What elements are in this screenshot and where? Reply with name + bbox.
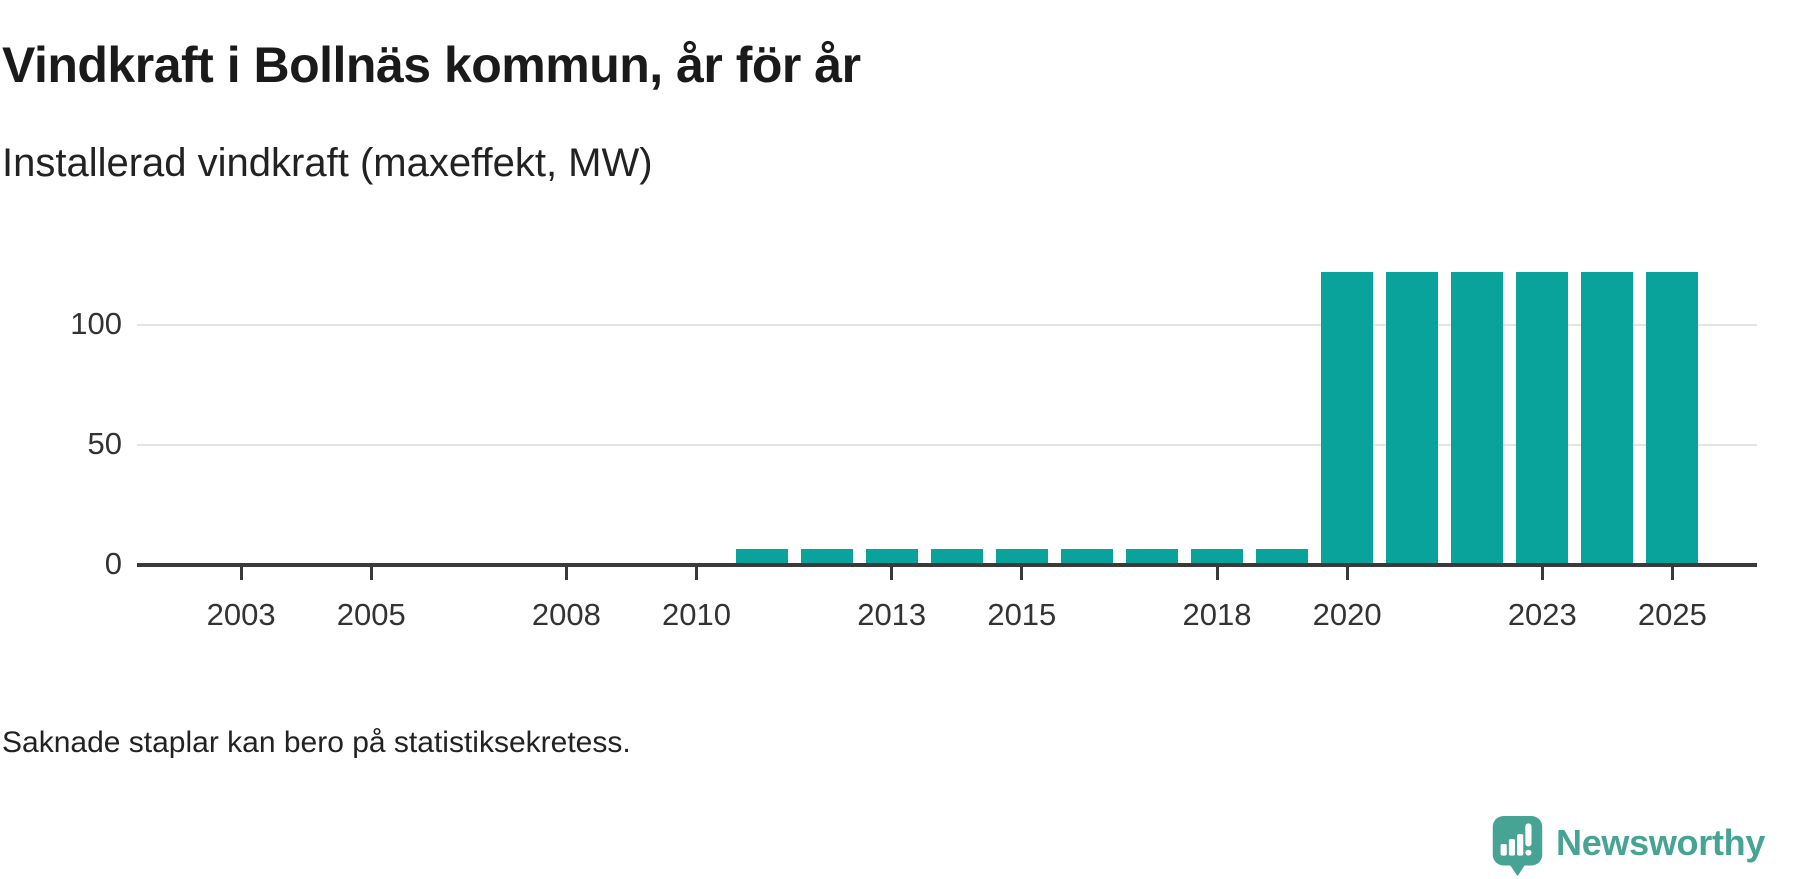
- x-axis-tick-2008: [564, 567, 568, 580]
- bar-2012: [800, 549, 853, 565]
- newsworthy-logo: Newsworthy: [1492, 816, 1765, 877]
- bar-2017: [1125, 549, 1178, 565]
- x-axis-tick-2025: [1670, 567, 1674, 580]
- bar-2021: [1386, 272, 1439, 565]
- newsworthy-speech-bubble-bar-chart-icon: [1492, 816, 1543, 877]
- x-axis-tick-2010: [695, 567, 699, 580]
- x-axis-tick-2013: [890, 567, 894, 580]
- bar-2015: [995, 549, 1048, 565]
- bar-2020: [1321, 272, 1374, 565]
- bar-2022: [1451, 272, 1504, 565]
- bar-2019: [1256, 549, 1309, 565]
- x-axis-tick-2020: [1345, 567, 1349, 580]
- x-axis-label-2018: 2018: [1182, 597, 1252, 632]
- x-axis-tick-2015: [1020, 567, 1024, 580]
- chart-footnote: Saknade staplar kan bero på statistiksek…: [2, 726, 631, 759]
- x-axis-label-2003: 2003: [206, 597, 276, 632]
- page-title: Vindkraft i Bollnäs kommun, år för år: [2, 36, 861, 93]
- x-axis-tick-2005: [369, 567, 373, 580]
- x-axis-label-2015: 2015: [987, 597, 1057, 632]
- y-axis-label-50: 50: [87, 425, 122, 461]
- x-axis-label-2025: 2025: [1637, 597, 1707, 632]
- x-axis-line: [137, 563, 1757, 567]
- x-axis-tick-2003: [239, 567, 243, 580]
- bar-2023: [1516, 272, 1569, 565]
- bar-2016: [1060, 549, 1113, 565]
- bar-2011: [735, 549, 788, 565]
- x-axis-label-2010: 2010: [662, 597, 731, 632]
- bar-2013: [865, 549, 918, 565]
- gridline-100: [137, 323, 1757, 326]
- x-axis-label-2020: 2020: [1312, 597, 1382, 632]
- bar-2025: [1646, 272, 1699, 565]
- x-axis-label-2008: 2008: [531, 597, 601, 632]
- gridline-50: [137, 443, 1757, 446]
- y-axis-label-100: 100: [70, 305, 122, 341]
- bar-2024: [1581, 272, 1634, 565]
- bar-2014: [930, 549, 983, 565]
- x-axis-label-2013: 2013: [857, 597, 927, 632]
- x-axis-tick-2018: [1215, 567, 1219, 580]
- chart-subtitle: Installerad vindkraft (maxeffekt, MW): [2, 141, 653, 186]
- y-axis-label-0: 0: [104, 546, 122, 581]
- x-axis-label-2023: 2023: [1507, 597, 1577, 632]
- x-axis-tick-2023: [1540, 567, 1544, 580]
- newsworthy-logo-text: Newsworthy: [1556, 822, 1766, 863]
- bar-2018: [1191, 549, 1243, 565]
- x-axis-label-2005: 2005: [336, 597, 406, 632]
